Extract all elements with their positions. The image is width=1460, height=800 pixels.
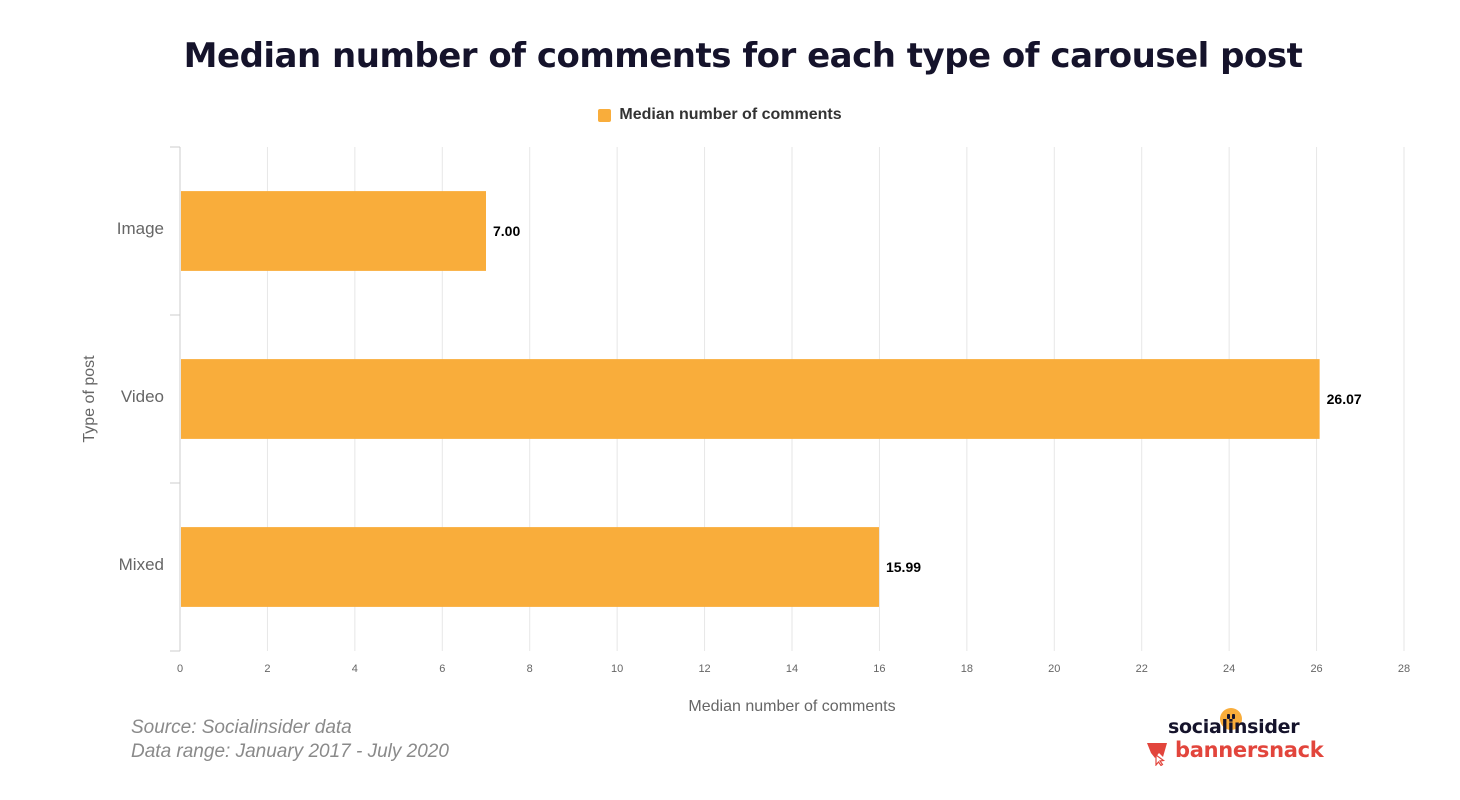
- x-tick-label: 20: [1048, 663, 1060, 675]
- bannersnack-logo: bannersnack: [1175, 738, 1324, 762]
- category-label: Mixed: [119, 555, 164, 574]
- source-line: Source: Socialinsider data: [131, 717, 352, 738]
- x-tick-label: 8: [527, 663, 533, 675]
- x-tick-label: 28: [1398, 663, 1410, 675]
- data-label: 7.00: [493, 223, 520, 239]
- x-axis-title: Median number of comments: [688, 698, 895, 715]
- legend[interactable]: Median number of comments: [0, 106, 1440, 124]
- x-tick-label: 24: [1223, 663, 1235, 675]
- x-tick-label: 0: [177, 663, 183, 675]
- data-label: 26.07: [1327, 391, 1362, 407]
- data-label: 15.99: [886, 559, 921, 575]
- x-tick-label: 14: [786, 663, 798, 675]
- category-label: Video: [121, 387, 164, 406]
- bar-image[interactable]: [181, 191, 486, 271]
- x-tick-label: 18: [961, 663, 973, 675]
- bar-mixed[interactable]: [181, 527, 879, 607]
- data-range-line: Data range: January 2017 - July 2020: [131, 741, 449, 762]
- x-tick-label: 12: [698, 663, 710, 675]
- x-tick-label: 10: [611, 663, 623, 675]
- socialinsider-logo: socialinsider: [1168, 716, 1300, 738]
- x-tick-label: 16: [873, 663, 885, 675]
- x-tick-label: 4: [352, 663, 358, 675]
- legend-swatch: [598, 108, 612, 122]
- category-label: Image: [117, 219, 164, 238]
- bar-video[interactable]: [181, 359, 1320, 439]
- x-tick-label: 26: [1310, 663, 1322, 675]
- legend-label: Median number of comments: [619, 106, 842, 123]
- socialinsider-logo-icon: [1220, 708, 1242, 730]
- y-axis-title: Type of post: [81, 355, 98, 443]
- brand-logos: socialinsider bannersnack: [1140, 706, 1340, 776]
- bannersnack-logo-icon: [1147, 743, 1167, 766]
- source-note: Source: Socialinsider data Data range: J…: [131, 716, 449, 764]
- x-tick-label: 2: [264, 663, 270, 675]
- chart-title: Median number of comments for each type …: [183, 36, 1303, 76]
- x-tick-label: 22: [1136, 663, 1148, 675]
- x-tick-label: 6: [439, 663, 445, 675]
